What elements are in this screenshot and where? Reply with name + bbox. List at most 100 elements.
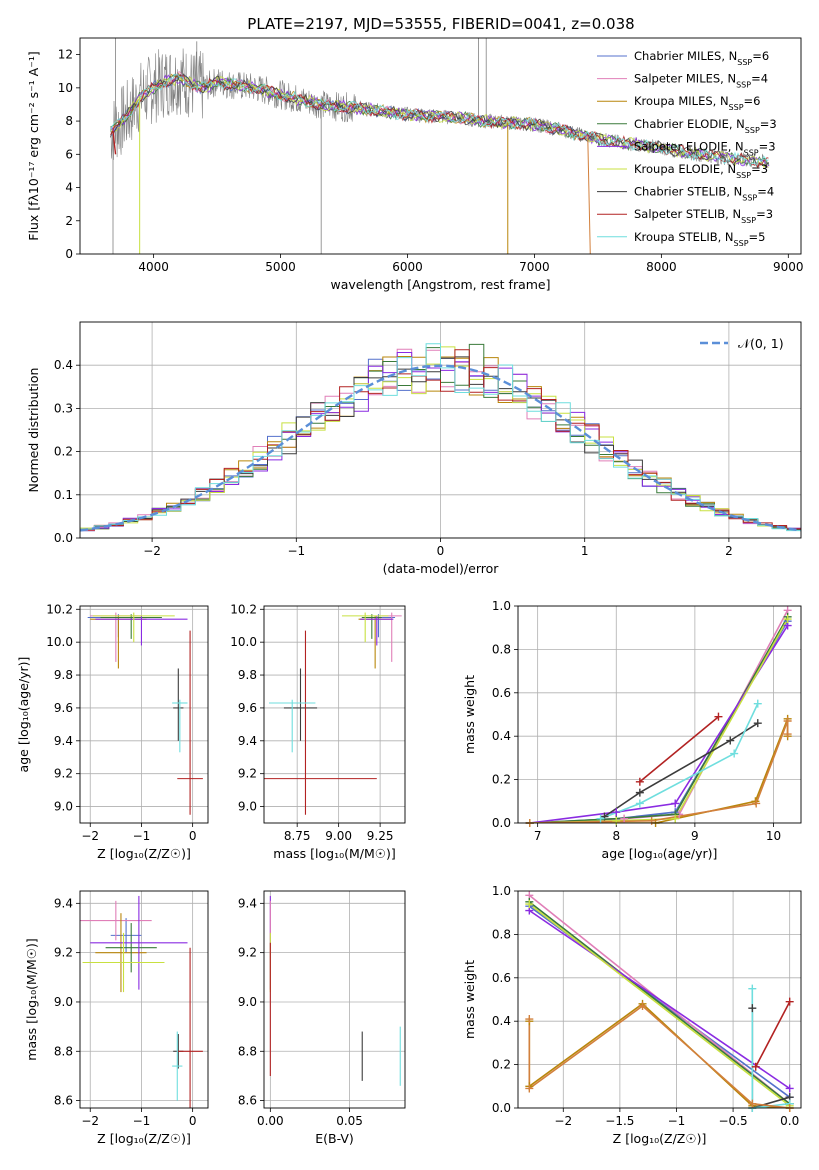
legend-label: Salpeter STELIB, NSSP=3 <box>634 207 773 225</box>
y-tick-label: 0.8 <box>492 642 511 656</box>
y-axis-label: mass [log₁₀(M/M☉)] <box>24 938 39 1060</box>
x-tick-label: −2 <box>554 1114 572 1128</box>
x-tick-label: −2 <box>143 544 161 558</box>
weight-marker <box>748 1004 757 1013</box>
x-tick-label: 0 <box>189 1114 197 1128</box>
legend-suffix: =3 <box>756 207 773 221</box>
weight-marker <box>751 1062 760 1071</box>
x-tick-label: 10 <box>766 829 781 843</box>
y-tick-label: 0.8 <box>492 927 511 941</box>
plot-area <box>518 606 801 823</box>
model-spectrum-line <box>110 75 769 169</box>
y-tick-label: 9.8 <box>54 668 73 682</box>
legend-label: Kroupa STELIB, NSSP=5 <box>634 230 765 248</box>
y-tick-label: 0.0 <box>54 531 73 545</box>
x-tick-label: 4000 <box>138 260 169 274</box>
x-tick-label: −1 <box>668 1114 686 1128</box>
x-axis-label: wavelength [Angstrom, rest frame] <box>330 277 550 292</box>
axes-frame <box>79 890 209 1109</box>
y-tick-label: 0.4 <box>492 1014 511 1028</box>
x-axis-label: E(B-V) <box>315 1131 354 1146</box>
weight-line <box>528 1002 790 1108</box>
x-tick-label: 2 <box>725 544 733 558</box>
x-tick-label: 9.00 <box>325 829 352 843</box>
x-tick-label: 8 <box>612 829 620 843</box>
legend-suffix: =4 <box>757 185 774 199</box>
weight-line <box>639 716 720 783</box>
x-tick-label: 9.25 <box>367 829 394 843</box>
legend-suffix: =6 <box>752 49 769 63</box>
x-axis-label: Z [log₁₀(Z/Z☉)] <box>613 1131 707 1146</box>
weight-marker <box>726 736 735 745</box>
y-tick-label: 0.6 <box>492 971 511 985</box>
y-tick-label: 0 <box>65 247 73 261</box>
legend-label: Salpeter ELODIE, NSSP=3 <box>634 139 776 157</box>
y-tick-label: 6 <box>65 147 73 161</box>
y-tick-label: 9.2 <box>238 946 257 960</box>
weight-marker <box>785 997 794 1006</box>
x-tick-label: 5000 <box>265 260 296 274</box>
y-tick-label: 10.0 <box>46 635 73 649</box>
y-tick-label: 9.4 <box>54 734 73 748</box>
y-tick-label: 0.2 <box>492 1058 511 1072</box>
axes-frame <box>263 605 406 824</box>
plot-area <box>110 38 770 254</box>
legend-label: Salpeter MILES, NSSP=4 <box>634 72 768 90</box>
x-tick-label: 0 <box>437 544 445 558</box>
axes-frame <box>79 605 209 824</box>
x-axis-label: Z [log₁₀(Z/Z☉)] <box>97 846 191 861</box>
y-tick-label: 9.0 <box>238 995 257 1009</box>
legend-subscript: SSP <box>734 238 749 247</box>
y-tick-label: 8.8 <box>238 1044 257 1058</box>
plot-area <box>80 891 208 1108</box>
panel-age_vs_mass: 8.75 9.00 9.25 9.0 9.2 9.4 9.6 9.8 10.0 10.2 mass … <box>230 602 406 861</box>
y-tick-label: 9.6 <box>54 701 73 715</box>
y-axis-label: age [log₁₀(age/yr)] <box>16 657 31 773</box>
panel-mass_vs_ebv: 0.00 0.05 8.6 8.8 9.0 9.2 9.4 E(B-V) <box>238 890 406 1146</box>
plot-area <box>80 322 801 538</box>
weight-marker <box>596 814 605 823</box>
x-tick-label: 1 <box>581 544 589 558</box>
y-tick-label: 0.1 <box>54 488 73 502</box>
legend-subscript: SSP <box>729 103 744 112</box>
legend-subscript: SSP <box>745 125 760 134</box>
y-tick-label: 9.2 <box>54 946 73 960</box>
model-cutoff <box>587 136 591 254</box>
weight-marker <box>730 749 739 758</box>
legend-suffix: =6 <box>744 94 761 108</box>
y-axis-label: mass weight <box>462 675 477 754</box>
x-tick-label: 8000 <box>646 260 677 274</box>
weight-marker <box>783 615 792 624</box>
weight-marker <box>635 799 644 808</box>
y-tick-label: 0.0 <box>492 1101 511 1115</box>
y-tick-label: 9.6 <box>238 701 257 715</box>
legend-subscript: SSP <box>737 58 752 67</box>
x-tick-label: −1 <box>133 1114 151 1128</box>
weight-line <box>529 625 789 823</box>
weight-line <box>751 988 790 1108</box>
weight-marker <box>753 699 762 708</box>
legend-label: Kroupa MILES, NSSP=6 <box>634 94 760 112</box>
plot-area <box>264 891 405 1108</box>
y-tick-label: 9.4 <box>238 896 257 910</box>
x-tick-label: 9000 <box>773 260 804 274</box>
x-tick-label: −1.5 <box>605 1114 634 1128</box>
weight-marker <box>671 799 680 808</box>
y-tick-label: 9.8 <box>238 668 257 682</box>
legend-suffix: =3 <box>760 117 777 131</box>
panel-spectrum: 4000 5000 6000 7000 8000 9000 0 2 4 6 8 10 12 wavelen… <box>26 37 804 292</box>
weight-marker <box>783 730 792 739</box>
legend-suffix: =3 <box>751 162 768 176</box>
y-tick-label: 12 <box>58 48 73 62</box>
axes-frame <box>263 890 406 1109</box>
y-tick-label: 1.0 <box>492 599 511 613</box>
y-tick-label: 8 <box>65 114 73 128</box>
legend-subscript: SSP <box>742 193 757 202</box>
y-tick-label: 10.0 <box>230 635 257 649</box>
legend-label: Chabrier ELODIE, NSSP=3 <box>634 117 777 135</box>
y-tick-label: 8.6 <box>238 1094 257 1108</box>
y-axis-label: Flux [fλ10⁻¹⁷ erg cm⁻² s⁻¹ A⁻¹] <box>26 51 41 240</box>
weight-marker <box>635 788 644 797</box>
legend-label: Chabrier MILES, NSSP=6 <box>634 49 769 67</box>
